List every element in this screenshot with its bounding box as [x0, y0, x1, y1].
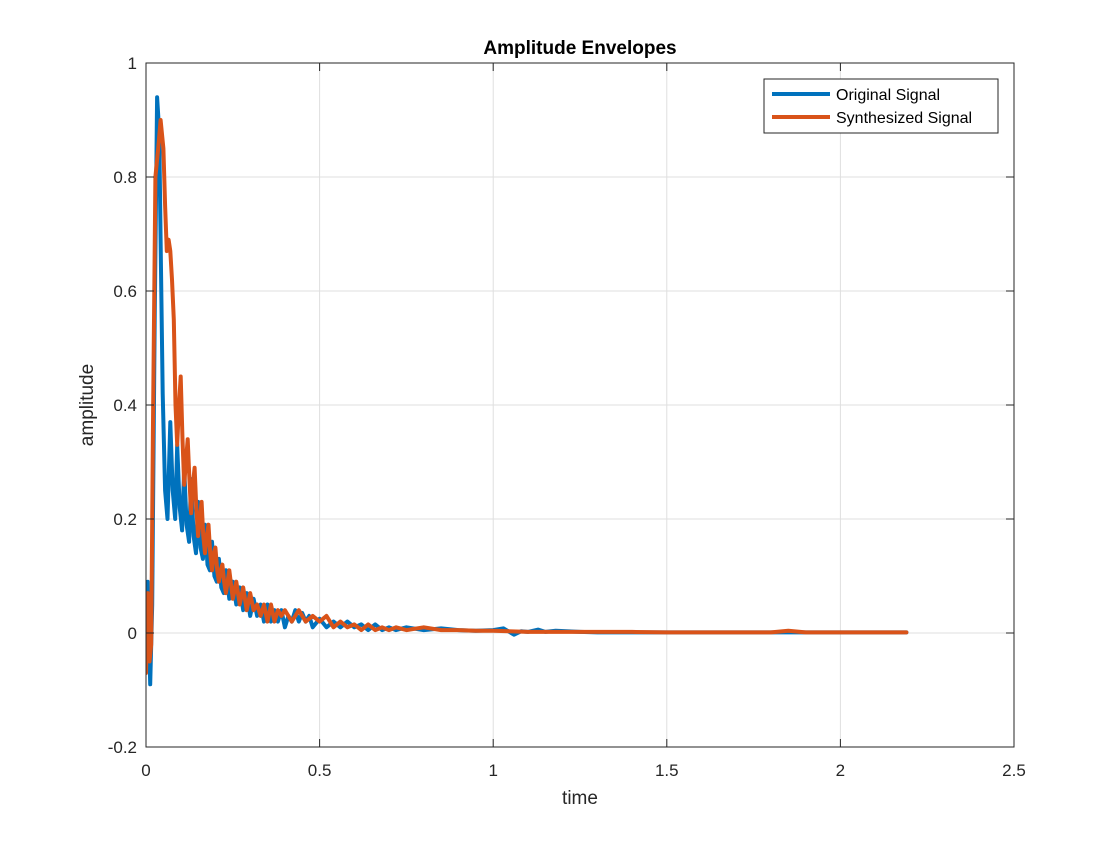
series-line-1 [146, 95, 909, 687]
x-tick-label: 2.5 [1002, 761, 1026, 780]
y-tick-label: 0 [128, 624, 137, 643]
y-tick-label: 0.8 [113, 168, 137, 187]
legend-box [763, 78, 999, 134]
y-tick-label: 1 [128, 54, 137, 73]
series-layer [146, 95, 909, 687]
x-tick-label: 1.5 [655, 761, 679, 780]
x-tick-label: 0 [141, 761, 150, 780]
y-tick-label: 0.6 [113, 282, 137, 301]
legend-entry-label: Original Signal [836, 87, 940, 104]
legend-entry-label: Synthesized Signal [836, 110, 972, 127]
ticks: 0 0.5 1 1.5 2 2.5-0.200.20.40.60.81 [108, 54, 1026, 780]
x-axis-label: time [562, 788, 598, 809]
y-axis-label: amplitude [77, 364, 98, 446]
y-tick-label: 0.4 [113, 396, 137, 415]
x-tick-label: 1 [488, 761, 497, 780]
y-tick-label: -0.2 [108, 738, 137, 757]
x-tick-label: 2 [836, 761, 845, 780]
y-tick-label: 0.2 [113, 510, 137, 529]
x-tick-label: 0.5 [308, 761, 332, 780]
chart-title: Amplitude Envelopes [483, 38, 676, 59]
series-line-2 [146, 118, 909, 675]
legend: Original Signal Synthesized Signal [763, 78, 999, 134]
